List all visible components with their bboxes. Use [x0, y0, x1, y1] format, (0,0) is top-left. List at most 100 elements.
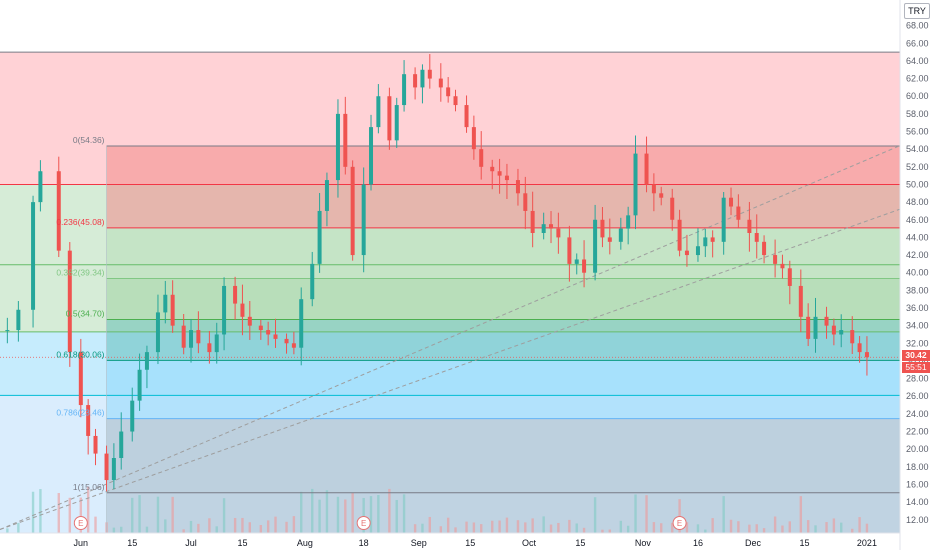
candle — [703, 228, 708, 258]
candle — [402, 60, 407, 112]
candle — [618, 217, 623, 250]
candle-body — [607, 237, 612, 242]
y-tick-label: 28.00 — [906, 374, 929, 384]
candle-body — [163, 294, 168, 313]
x-tick-label: Jul — [185, 538, 197, 548]
volume-bar — [832, 518, 836, 533]
y-tick-label: 48.00 — [906, 197, 929, 207]
fib-level-label: 0.618(30.06) — [56, 349, 104, 359]
candle — [438, 63, 443, 102]
volume-bar — [17, 522, 20, 533]
candle — [181, 313, 186, 355]
x-axis-panel — [0, 533, 900, 550]
candle-body — [170, 294, 175, 326]
volume-bar — [755, 524, 758, 533]
candle-body — [310, 263, 315, 300]
candle — [222, 277, 227, 351]
candle-body — [651, 184, 656, 194]
candle-body — [343, 113, 348, 167]
candle — [644, 136, 649, 193]
candle — [710, 230, 715, 258]
candle-body — [556, 228, 561, 238]
y-tick-label: 42.00 — [906, 250, 929, 260]
candle-body — [729, 197, 734, 207]
candle-body — [111, 458, 116, 481]
y-tick-label: 68.00 — [906, 21, 929, 31]
volume-bar — [285, 521, 288, 533]
candle — [721, 192, 726, 255]
volume-bar — [388, 488, 391, 533]
candle-body — [490, 166, 495, 172]
candle-body — [567, 237, 572, 264]
earnings-marker[interactable]: E — [356, 516, 371, 530]
candle — [196, 311, 201, 354]
candle-body — [618, 228, 623, 242]
y-tick-label: 36.00 — [906, 303, 929, 313]
candle-body — [773, 255, 778, 264]
fib-band-2 — [106, 278, 900, 320]
candle — [607, 218, 612, 255]
candle — [549, 211, 554, 244]
y-axis-panel — [900, 0, 932, 550]
candle — [343, 96, 348, 175]
candle-body — [181, 325, 186, 348]
candle-body — [736, 206, 741, 220]
y-tick-label: 20.00 — [906, 444, 929, 454]
candle-body — [747, 219, 752, 233]
candle-body — [515, 180, 520, 194]
candle-body — [824, 316, 829, 326]
candle — [67, 242, 72, 367]
volume-bar — [248, 522, 251, 533]
volume-bar — [215, 526, 218, 533]
fib-band-5 — [106, 418, 900, 493]
candle-body — [864, 352, 869, 358]
candle-body — [78, 352, 83, 406]
candle-body — [137, 369, 142, 401]
candle-body — [86, 405, 91, 436]
volume-bar — [318, 499, 321, 533]
fib-band-below — [106, 492, 900, 533]
candle-body — [376, 96, 381, 128]
candle — [413, 67, 418, 100]
volume-bar — [652, 522, 656, 533]
candle-body — [780, 263, 785, 269]
candle — [361, 167, 366, 273]
candle — [582, 240, 587, 288]
candle — [839, 314, 844, 348]
candle — [317, 192, 322, 273]
candle-body — [541, 224, 546, 233]
y-tick-label: 52.00 — [906, 162, 929, 172]
volume-bar — [781, 525, 784, 533]
earnings-marker[interactable]: E — [73, 516, 88, 530]
volume-bar — [737, 521, 740, 533]
earnings-marker[interactable]: E — [672, 516, 687, 530]
candle — [130, 387, 135, 442]
candle — [86, 399, 91, 455]
volume-bar — [858, 517, 861, 533]
volume-bar — [491, 520, 494, 533]
x-tick-label: 2021 — [857, 538, 877, 548]
candle-body — [762, 241, 767, 256]
volume-bar — [31, 491, 35, 533]
candle-body — [324, 180, 329, 211]
candle-body — [207, 343, 212, 353]
candle — [523, 176, 528, 230]
volume-bar — [325, 490, 329, 533]
candle — [207, 331, 212, 364]
volume-bar — [300, 491, 303, 533]
candle-body — [523, 193, 528, 211]
zones-layer — [0, 52, 900, 533]
candle-body — [695, 246, 700, 256]
candle — [163, 280, 168, 324]
y-tick-label: 64.00 — [906, 56, 929, 66]
volume-bar — [568, 519, 571, 533]
candle-body — [857, 343, 862, 353]
candle-body — [317, 210, 322, 264]
candle-body — [721, 197, 726, 242]
candle-body — [427, 69, 432, 79]
volume-bar — [711, 518, 714, 533]
candle-body — [479, 149, 484, 167]
candle — [787, 260, 792, 305]
